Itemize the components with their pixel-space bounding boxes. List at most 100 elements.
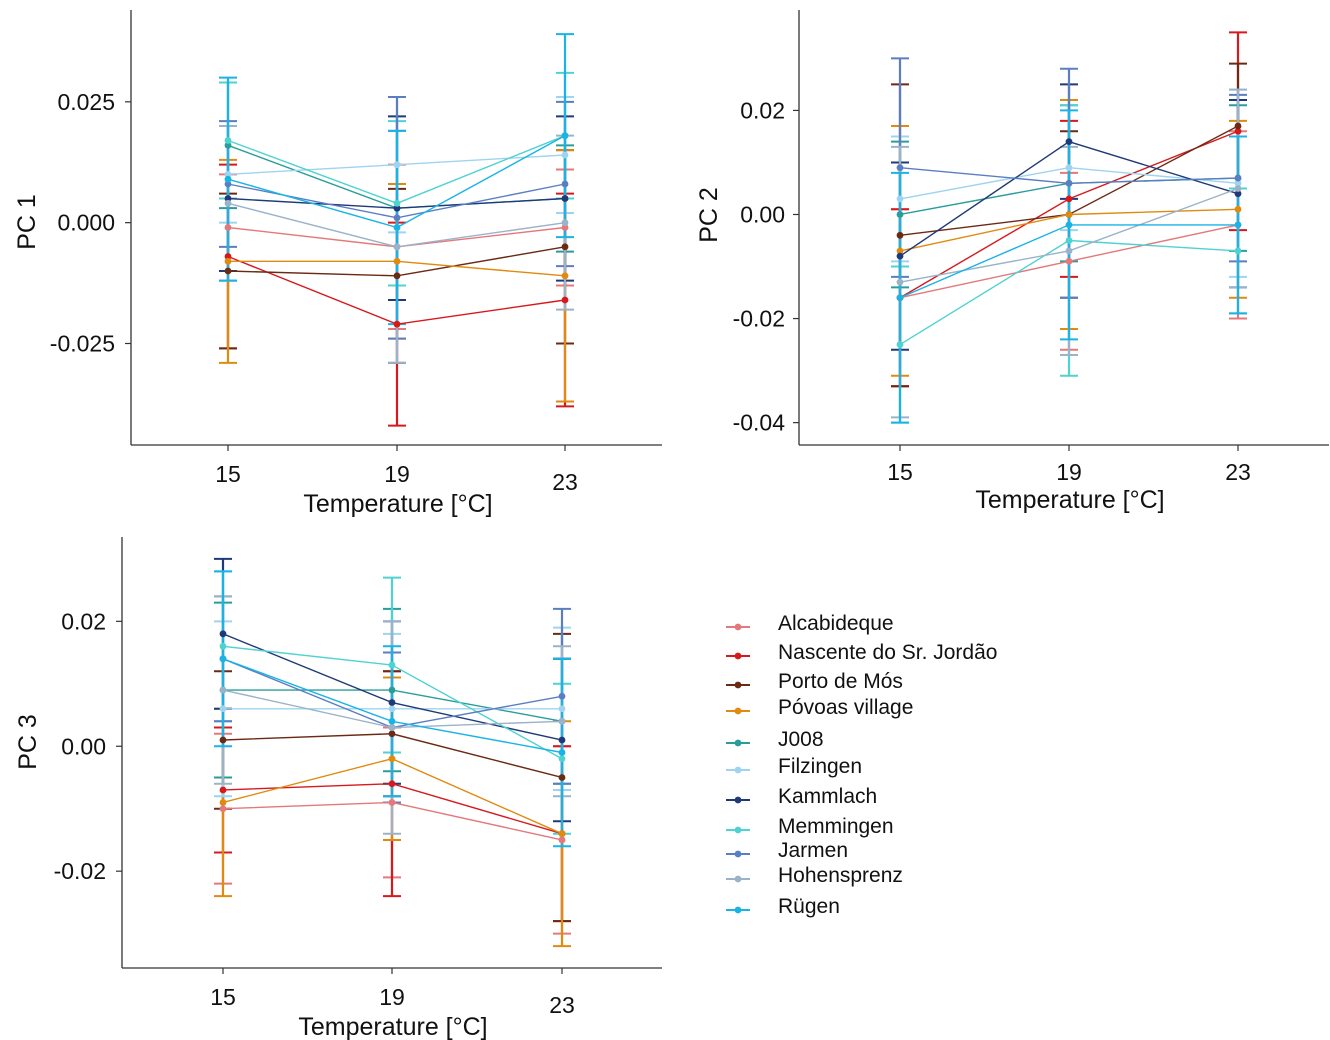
data-point (219, 786, 227, 794)
data-point (393, 272, 401, 280)
data-point (896, 278, 904, 286)
data-point (896, 341, 904, 348)
x-tick-label: 19 (1056, 459, 1082, 485)
legend: Alcabideque Nascente do Sr. Jordão Porto d… (726, 612, 997, 918)
error-bars-r-gen (219, 33, 574, 326)
data-point (388, 724, 396, 731)
data-point (388, 705, 396, 713)
series-filzingen (219, 705, 566, 713)
data-point (224, 267, 232, 275)
x-tick-label: 15 (210, 984, 236, 1010)
y-axis-title: PC 1 (13, 194, 41, 250)
data-point (1065, 237, 1073, 244)
data-point (219, 799, 227, 806)
data-point (1065, 195, 1073, 203)
legend-item: Rügen (726, 895, 840, 918)
y-tick-label: 0.02 (61, 608, 106, 634)
data-point (1234, 190, 1242, 198)
data-point (393, 204, 401, 212)
data-point (561, 296, 569, 304)
data-point (388, 780, 396, 788)
series-r-gen (224, 132, 569, 231)
legend-item: Kammlach (726, 785, 877, 808)
data-point (393, 161, 401, 169)
series-memmingen (896, 237, 1242, 348)
data-point (561, 195, 569, 202)
data-point (393, 257, 401, 265)
legend-label: Póvoas village (778, 696, 913, 719)
legend-item: Filzingen (726, 755, 862, 778)
data-point (393, 214, 401, 222)
series-p-voas-village (224, 257, 569, 280)
y-tick-label: 0.00 (740, 201, 785, 227)
data-point (224, 170, 232, 178)
legend-item: Hohensprenz (726, 864, 903, 887)
series-p-voas-village (896, 205, 1242, 255)
legend-item: Porto de Mós (726, 670, 903, 693)
x-tick-label: 19 (379, 984, 405, 1010)
legend-key-point (734, 766, 742, 774)
data-point (1234, 174, 1242, 182)
data-point (219, 655, 227, 663)
data-point (896, 294, 904, 302)
data-point (388, 799, 396, 806)
series-r-gen (896, 221, 1242, 302)
x-tick-label: 23 (549, 992, 575, 1018)
y-tick-label: -0.04 (733, 410, 786, 436)
y-tick-label: -0.02 (733, 306, 785, 332)
series-kammlach (896, 138, 1242, 260)
data-point (224, 137, 232, 144)
data-point (558, 717, 566, 725)
legend-label: Nascente do Sr. Jordão (778, 641, 997, 664)
data-point (1065, 138, 1073, 146)
series-kammlach (224, 195, 569, 212)
data-point (561, 272, 569, 280)
series-porto-de-m-s (219, 730, 566, 781)
series-r-gen (219, 655, 566, 756)
y-tick-label: 0.000 (57, 210, 115, 236)
data-point (224, 224, 232, 231)
data-point (388, 686, 396, 694)
legend-key-point (734, 707, 742, 715)
data-point (224, 195, 232, 202)
data-point (558, 705, 566, 713)
legend-label: Hohensprenz (778, 864, 903, 887)
data-point (1234, 185, 1242, 192)
series-memmingen (219, 642, 566, 763)
data-point (393, 224, 401, 231)
data-point (219, 642, 227, 650)
y-tick-label: 0.025 (57, 89, 115, 115)
data-point (558, 836, 566, 844)
data-point (224, 199, 232, 207)
data-point (561, 180, 569, 188)
data-point (558, 749, 566, 756)
data-point (561, 243, 569, 251)
data-point (388, 755, 396, 763)
series-alcabideque (219, 799, 566, 844)
data-point (224, 253, 232, 260)
x-axis-title: Temperature [°C] (298, 1013, 487, 1040)
y-tick-label: -0.02 (54, 858, 106, 884)
y-tick-label: -0.025 (50, 331, 115, 357)
x-tick-label: 15 (215, 461, 241, 487)
legend-label: J008 (778, 728, 824, 751)
legend-key-point (734, 826, 742, 834)
legend-key-point (734, 906, 742, 914)
legend-key-point (734, 623, 742, 631)
data-point (896, 211, 904, 218)
series-hohensprenz (224, 199, 569, 251)
data-point (219, 736, 227, 744)
data-point (393, 199, 401, 207)
data-point (224, 175, 232, 183)
data-point (224, 180, 232, 188)
data-point (219, 805, 227, 813)
chart-panel-3: 0.02 0.00 -0.02 15 19 23 Temperature [°C] PC 3 (14, 537, 662, 1040)
legend-key-point (734, 796, 742, 804)
data-point (219, 686, 227, 694)
data-point (388, 730, 396, 738)
data-point (558, 755, 566, 763)
y-tick-label: 0.02 (740, 97, 785, 123)
legend-item: J008 (726, 728, 824, 751)
legend-item: Memmingen (726, 815, 894, 838)
